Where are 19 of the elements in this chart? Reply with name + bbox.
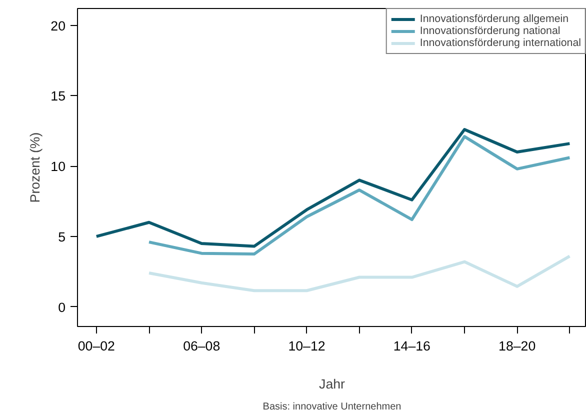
x-tick-label: 00–02 [78, 338, 115, 354]
x-axis-title: Jahr [319, 376, 346, 392]
x-tick-label: 10–12 [288, 338, 326, 354]
legend-label: Innovationsförderung international [420, 37, 581, 49]
x-tick-label: 14–16 [393, 338, 430, 354]
y-tick-label: 5 [58, 229, 66, 244]
y-tick-label: 10 [50, 159, 66, 174]
text: Basis: innovative Unternehmen [262, 402, 402, 412]
legend-label: Innovationsförderung national [420, 25, 560, 37]
line-series [94, 128, 572, 248]
y-tick-label: 20 [50, 18, 66, 34]
y-tick-label: 0 [58, 300, 66, 315]
y-axis-title: Prozent (%) [28, 132, 43, 203]
x-tick-label: 18–20 [498, 338, 536, 354]
x-tick-label: 06–08 [183, 338, 220, 354]
line-series [148, 135, 572, 256]
line-series [148, 254, 572, 292]
y-tick-label: 15 [50, 88, 66, 104]
legend-label: Innovationsförderung allgemein [420, 13, 569, 25]
